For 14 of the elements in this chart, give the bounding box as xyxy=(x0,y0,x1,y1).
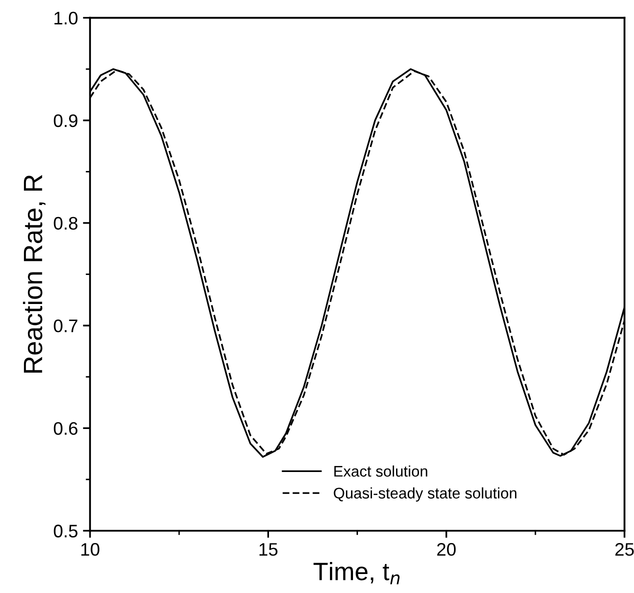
y-tick-label: 0.5 xyxy=(54,524,78,538)
legend-label: Exact solution xyxy=(334,465,428,477)
y-tick-label: 0.8 xyxy=(54,216,78,230)
x-tick-label: 15 xyxy=(260,543,278,556)
x-tick-label: 10 xyxy=(81,543,100,556)
x-axis-title: Time, t$_{n}$ xyxy=(314,562,400,584)
y-tick-label: 1.0 xyxy=(54,12,78,25)
y-tick-label: 0.9 xyxy=(54,114,78,128)
x-tick-label: 20 xyxy=(437,543,456,556)
x-tick-label: 25 xyxy=(615,543,634,556)
y-axis-title: Reaction Rate, R xyxy=(22,175,46,373)
legend-label: Quasi-steady state solution xyxy=(334,487,516,502)
y-tick-label: 0.7 xyxy=(54,319,78,332)
y-tick-label: 0.6 xyxy=(54,422,78,435)
